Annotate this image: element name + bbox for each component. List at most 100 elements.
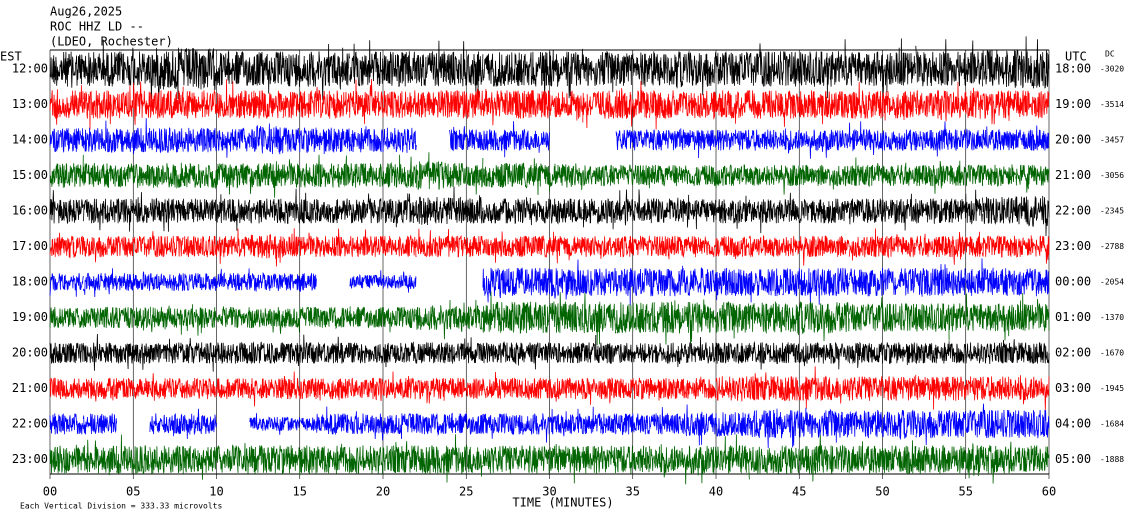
trace-segment: [848, 121, 883, 156]
trace-segment: [49, 51, 84, 88]
trace-segment: [149, 338, 184, 364]
trace-segment: [49, 154, 84, 188]
trace-segment: [216, 79, 251, 119]
trace-segment: [515, 158, 550, 196]
est-hour: 20:00: [12, 346, 48, 360]
trace-segment: [982, 164, 1017, 187]
trace-segment: [715, 342, 750, 364]
x-tick-label: 45: [792, 485, 806, 499]
trace-segment: [1015, 90, 1050, 119]
trace-segment: [449, 377, 484, 399]
trace-segment: [582, 334, 617, 365]
dc-offset: -3020: [1100, 65, 1124, 74]
trace-segment: [582, 377, 617, 405]
dc-offset: -1945: [1100, 384, 1124, 393]
trace-segment: [782, 128, 817, 159]
trace-segment: [982, 49, 1017, 88]
trace-segment: [615, 445, 650, 474]
trace-segment: [1015, 293, 1050, 332]
trace-segment: [182, 337, 217, 372]
x-tick-label: 60: [1042, 485, 1056, 499]
trace-segment: [149, 373, 184, 401]
trace-segment: [882, 193, 917, 231]
trace-segment: [316, 336, 351, 364]
trace-segment: [482, 88, 517, 126]
utc-hour: 05:00: [1055, 452, 1091, 466]
trace-segment: [515, 301, 550, 335]
trace-segment: [382, 441, 417, 474]
utc-hour: 03:00: [1055, 381, 1091, 395]
trace-segment: [515, 342, 550, 370]
trace-segment: [515, 267, 550, 296]
trace-segment: [316, 378, 351, 401]
est-label: EST: [0, 50, 22, 64]
trace-segment: [549, 90, 584, 121]
trace-segment: [649, 90, 684, 130]
trace-segment: [915, 303, 950, 341]
trace-segment: [415, 342, 450, 364]
trace-segment: [582, 406, 617, 435]
trace-segment: [316, 43, 351, 101]
trace-segment: [182, 90, 217, 119]
trace-segment: [216, 50, 251, 86]
trace-segment: [815, 342, 850, 370]
trace-segment: [915, 264, 950, 297]
trace-segment: [882, 440, 917, 474]
trace-segment: [449, 186, 484, 224]
x-tick-label: 55: [959, 485, 973, 499]
trace-segment: [649, 51, 684, 89]
trace-segment: [1015, 125, 1050, 151]
dc-label: DC: [1105, 50, 1115, 59]
trace-segment: [515, 413, 550, 443]
trace-segment: [982, 441, 1017, 484]
trace-segment: [882, 129, 917, 152]
trace-segment: [249, 378, 284, 407]
x-tick-label: 40: [709, 485, 723, 499]
trace-segment: [882, 234, 917, 259]
trace-segment: [382, 306, 417, 333]
trace-segment: [615, 377, 650, 400]
trace-segment: [982, 376, 1017, 401]
trace-segment: [815, 164, 850, 190]
est-hour: 19:00: [12, 310, 48, 324]
trace-segment: [1015, 375, 1050, 411]
trace-segment: [415, 40, 450, 87]
trace-segment: [748, 165, 783, 186]
trace-segment: [682, 129, 717, 159]
trace-segment: [682, 267, 717, 296]
trace-segment: [282, 371, 317, 400]
est-hour: 23:00: [12, 452, 48, 466]
trace-segment: [216, 127, 251, 158]
trace-segment: [216, 268, 251, 291]
trace-segment: [149, 127, 184, 154]
utc-hour: 21:00: [1055, 168, 1091, 182]
trace-segment: [748, 235, 783, 257]
trace-segment: [615, 343, 650, 363]
est-hour: 22:00: [12, 417, 48, 431]
utc-hour: 04:00: [1055, 417, 1091, 431]
trace-segment: [49, 190, 84, 225]
trace-segment: [116, 118, 151, 154]
dc-offset: -2345: [1100, 207, 1124, 216]
est-hour: 12:00: [12, 62, 48, 76]
trace-segment: [982, 403, 1017, 439]
trace-segment: [1015, 235, 1050, 264]
trace-segment: [948, 160, 983, 186]
trace-segment: [549, 163, 584, 192]
est-hour: 15:00: [12, 168, 48, 182]
trace-segment: [116, 378, 151, 400]
trace-segment: [748, 43, 783, 87]
est-hour: 17:00: [12, 239, 48, 253]
trace-segment: [848, 441, 883, 474]
utc-hour: 19:00: [1055, 97, 1091, 111]
trace-segment: [116, 271, 151, 291]
trace-segment: [216, 228, 250, 264]
trace-segment: [715, 51, 750, 86]
trace-segment: [882, 409, 917, 440]
trace-segment: [49, 377, 84, 400]
trace-segment: [182, 48, 217, 91]
est-hour: 16:00: [12, 204, 48, 218]
trace-segment: [782, 236, 817, 266]
trace-segment: [848, 268, 883, 297]
trace-segment: [349, 342, 384, 364]
